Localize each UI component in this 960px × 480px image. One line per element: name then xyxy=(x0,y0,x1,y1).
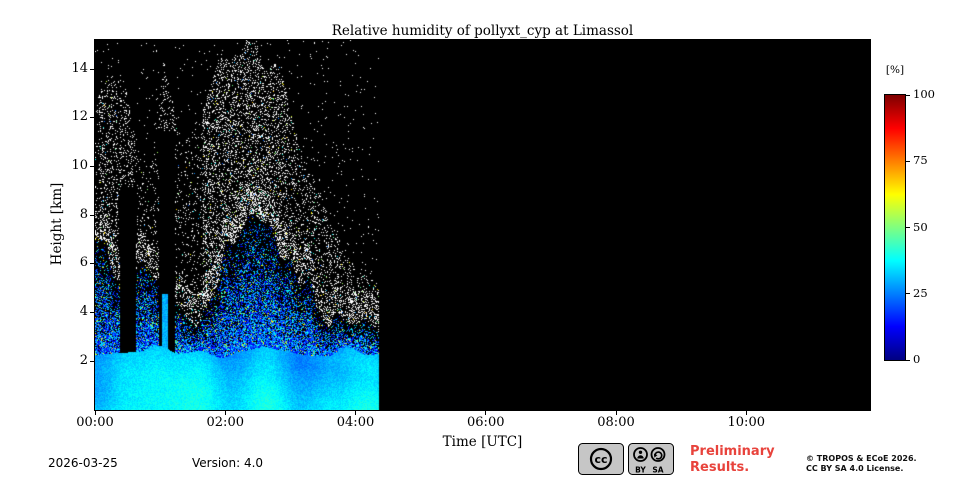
colorbar-tick-mark xyxy=(906,293,910,295)
y-tick-label: 14 xyxy=(71,60,88,76)
x-axis-label: Time [UTC] xyxy=(442,434,523,450)
colorbar-tick-label: 25 xyxy=(913,285,928,300)
y-tick-mark xyxy=(90,166,94,168)
colorbar-tick-mark xyxy=(906,160,910,162)
sa-arrow-icon xyxy=(650,447,666,462)
x-tick-label: 04:00 xyxy=(336,415,375,430)
y-tick-mark xyxy=(90,117,94,119)
y-tick-label: 10 xyxy=(71,158,88,174)
date-label: 2026-03-25 xyxy=(48,456,118,470)
y-tick-mark xyxy=(90,312,94,314)
y-tick-label: 6 xyxy=(79,255,88,271)
x-tick-label: 06:00 xyxy=(467,415,505,430)
colorbar-tick-mark xyxy=(906,359,910,361)
cc-icon xyxy=(589,447,613,471)
y-tick-mark xyxy=(90,68,94,70)
x-tick-mark xyxy=(94,411,96,415)
colorbar-tick-label: 75 xyxy=(913,153,928,168)
colorbar-tick-label: 0 xyxy=(913,352,921,366)
copyright-note: © TROPOS & ECoE 2026. CC BY SA 4.0 Licen… xyxy=(806,454,917,474)
preliminary-line2: Results. xyxy=(690,460,750,475)
x-tick-mark xyxy=(485,411,487,415)
y-tick-mark xyxy=(90,214,94,216)
cc-license-badge: cc BY SA xyxy=(578,443,674,475)
x-tick-mark xyxy=(615,411,617,415)
colorbar-label: [%] xyxy=(885,64,905,76)
y-tick-label: 12 xyxy=(71,109,88,125)
by-label: BY xyxy=(635,466,646,475)
x-tick-label: 02:00 xyxy=(206,415,244,430)
colorbar-tick-mark xyxy=(906,94,910,96)
x-tick-label: 00:00 xyxy=(76,415,114,430)
copyright-line1: © TROPOS & ECoE 2026. xyxy=(806,454,917,463)
preliminary-line1: Preliminary xyxy=(690,444,775,459)
y-tick-label: 2 xyxy=(79,352,88,368)
x-tick-mark xyxy=(355,411,356,415)
copyright-line2: CC BY SA 4.0 License. xyxy=(806,464,904,473)
version-label: Version: 4.0 xyxy=(192,456,264,470)
chart-title: Relative humidity of pollyxt_cyp at Lima… xyxy=(331,23,634,39)
heatmap-plot xyxy=(94,39,871,411)
x-tick-label: 10:00 xyxy=(727,415,765,430)
preliminary-note: Preliminary Results. xyxy=(690,444,775,476)
colorbar-tick-label: 50 xyxy=(913,219,928,234)
cc-icon-label: cc xyxy=(594,453,607,466)
y-tick-mark xyxy=(90,263,94,265)
by-person-icon xyxy=(633,447,648,462)
y-tick-label: 4 xyxy=(79,304,88,320)
colorbar xyxy=(884,94,906,361)
colorbar-tick-label: 100 xyxy=(913,87,935,101)
colorbar-tick-mark xyxy=(906,227,910,228)
x-tick-mark xyxy=(224,411,226,415)
sa-label: SA xyxy=(652,466,663,475)
y-tick-mark xyxy=(90,360,94,362)
x-tick-label: 08:00 xyxy=(597,415,635,430)
cc-badge-box xyxy=(578,443,624,475)
x-tick-mark xyxy=(745,411,747,415)
y-tick-label: 8 xyxy=(79,206,88,222)
